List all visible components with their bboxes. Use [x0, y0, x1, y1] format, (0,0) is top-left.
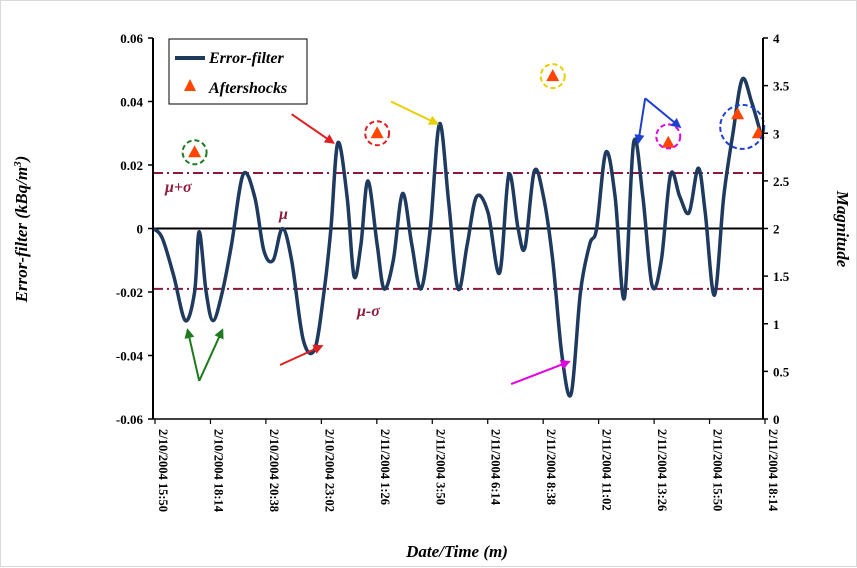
y-axis-title: Error-filter (kBq/m3)	[12, 156, 31, 304]
x-tick-label: 2/11/2004 11:02	[600, 429, 614, 511]
y2-tick-label: 3	[773, 126, 780, 141]
aftershock-marker	[661, 135, 675, 148]
x-axis-title: Date/Time (m)	[405, 542, 508, 561]
annotation-arrow	[644, 97, 682, 129]
x-tick-label: 2/11/2004 6:14	[489, 429, 503, 506]
error-filter-line	[151, 76, 763, 398]
mu-label: μ	[278, 206, 288, 223]
y2-tick-label: 2.5	[773, 174, 790, 189]
annotation-arrow	[291, 113, 335, 144]
y-axis-title-main: Error-filter (kBq/m	[12, 167, 31, 304]
x-tick-label: 2/11/2004 13:26	[655, 429, 669, 511]
legend: Error-filter Aftershocks	[168, 38, 308, 105]
annotation-arrow	[198, 328, 224, 382]
y2-tick-label: 3.5	[773, 79, 790, 94]
x-tick-label: 2/10/2004 20:38	[267, 429, 281, 512]
highlight-circle	[181, 139, 208, 166]
y2-tick-label: 1.5	[773, 269, 790, 284]
highlight-circle	[364, 120, 391, 147]
y2-tick-label: 2	[773, 222, 780, 237]
x-tick-label: 2/10/2004 15:50	[156, 429, 170, 512]
y-tick-label: -0.06	[116, 412, 144, 427]
y-tick-label: -0.04	[116, 349, 144, 364]
x-tick-label: 2/11/2004 3:50	[433, 429, 447, 505]
ticks: 0.06 0.04 0.02 0 -0.02 -0.04 -0.06 4 3.5 3 2.5 2 1.5…	[116, 31, 790, 513]
annotations	[181, 63, 766, 386]
y-tick-label: -0.02	[116, 285, 143, 300]
aftershock-marker	[546, 69, 560, 82]
mu-minus-sigma-label: μ-σ	[356, 303, 380, 320]
x-tick-label: 2/10/2004 23:02	[322, 429, 336, 512]
y2-tick-label: 0	[773, 412, 780, 427]
mu-plus-sigma-label: μ+σ	[164, 179, 192, 196]
y-tick-label: 0	[137, 222, 144, 237]
highlight-circle	[719, 103, 766, 150]
y-axis-title-superscript: 3	[12, 161, 24, 168]
y2-tick-label: 4	[773, 31, 780, 46]
legend-label-aftershocks: Aftershocks	[208, 80, 287, 97]
x-tick-label: 2/11/2004 15:50	[711, 429, 725, 511]
annotation-arrow	[390, 100, 440, 125]
aftershock-marker	[370, 126, 384, 139]
aftershock-marker	[731, 107, 745, 120]
error-filter-series	[151, 76, 763, 398]
y2-tick-label: 1	[773, 317, 780, 332]
y2-tick-label: 0.5	[773, 364, 790, 379]
highlight-circle	[539, 63, 566, 90]
annotation-arrow	[634, 98, 647, 145]
annotation-arrow	[510, 360, 571, 386]
highlight-circle	[655, 123, 682, 150]
x-tick-label: 2/11/2004 18:14	[766, 429, 780, 512]
x-tick-label: 2/11/2004 8:38	[544, 429, 558, 505]
x-tick-label: 2/11/2004 1:26	[378, 429, 392, 505]
aftershock-marker	[188, 145, 202, 158]
reference-lines	[153, 171, 763, 290]
annotation-arrow	[184, 328, 201, 382]
annotation-arrow	[279, 344, 324, 366]
y-tick-label: 0.02	[120, 158, 143, 173]
y2-axis-title: Magnitude	[833, 190, 852, 268]
y-tick-label: 0.06	[120, 31, 143, 46]
y-tick-label: 0.04	[120, 95, 143, 110]
legend-box	[168, 38, 308, 105]
y-axis-title-tail: )	[12, 156, 31, 164]
legend-triangle-swatch	[184, 79, 196, 91]
x-tick-label: 2/10/2004 18:14	[211, 429, 225, 513]
legend-label-error-filter: Error-filter	[208, 50, 284, 67]
